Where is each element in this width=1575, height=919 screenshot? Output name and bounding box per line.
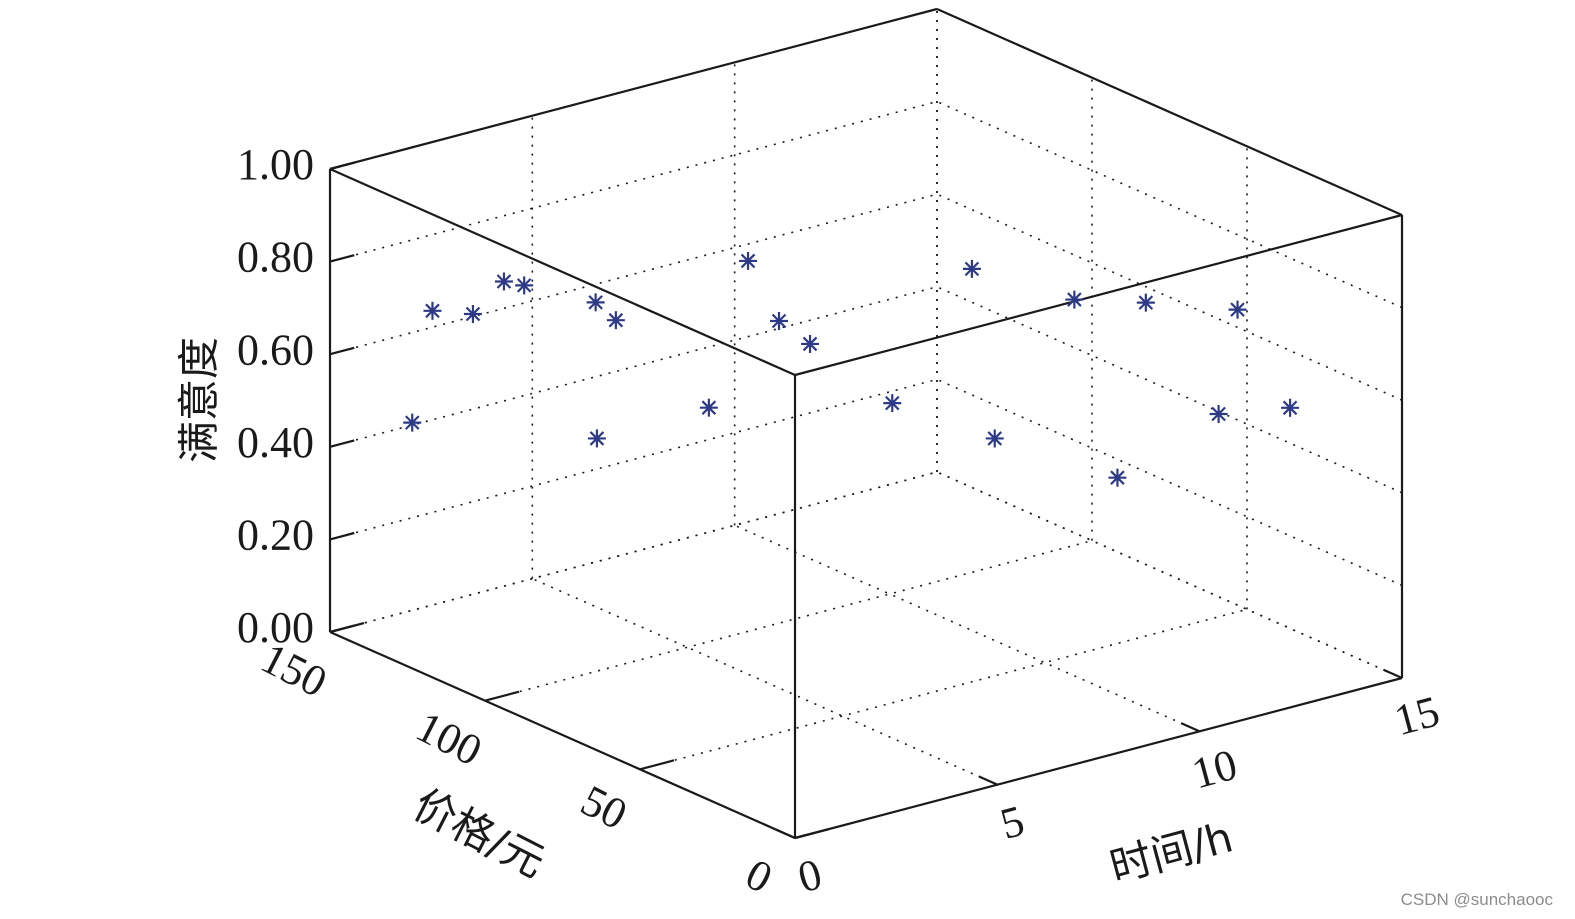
data-point [587,429,606,448]
data-point-stroke [987,431,1003,446]
box-edge [794,213,1403,377]
data-point-stroke [1282,400,1298,416]
y-tick-mark [639,759,675,771]
x-axis-label: 时间/h [1105,812,1238,892]
x-tick-mark [978,775,998,786]
data-point-stroke [771,313,787,329]
grid-line-z-side [936,100,1403,309]
data-point [739,251,758,270]
data-point-stroke [802,336,818,352]
y-tick-mark [484,690,520,702]
z-tick-mark [329,254,355,263]
data-point-stroke [1230,302,1245,317]
y-tick-label: 0 [738,849,780,903]
y-axis-label: 价格/元 [406,780,553,887]
grid-line-z-side [936,378,1403,587]
grid-line-z-back [329,193,938,355]
data-point [463,305,482,324]
data-point-stroke [964,261,980,277]
grid-line-x-floor [532,577,998,786]
data-point [699,398,718,417]
data-point-stroke [589,431,605,446]
data-point-stroke [425,303,440,319]
x-tick-mark [1180,722,1201,733]
data-point-stroke [465,306,481,322]
z-tick-mark [329,346,355,356]
data-point [770,311,789,330]
grid-line-z-side [936,286,1403,494]
z-tick-label: 1.00 [237,140,314,189]
x-tick-label: 15 [1389,686,1444,745]
data-point-stroke [608,312,624,328]
data-point-stroke [404,415,420,430]
data-point [883,394,902,413]
box-edge [329,7,938,171]
z-tick-mark [329,161,355,171]
data-point [985,429,1004,448]
z-tick-label: 0.00 [237,603,314,652]
data-point-stroke [516,278,532,293]
data-point-stroke [740,253,756,269]
data-point [1065,290,1084,309]
axes-box [328,7,1404,840]
grid-line-z-back [329,378,938,541]
box-edge [794,676,1403,840]
x-tick-mark [1382,668,1403,680]
box-edge [936,7,1403,217]
grid-line-y-floor [329,471,938,633]
grid-line-z-back [329,100,938,263]
data-point-stroke [701,400,717,415]
grid-line-y-floor [484,539,1093,702]
z-axis-label: 满意度 [175,337,224,463]
y-tick-label: 100 [408,702,489,776]
grid-line-z-back [329,471,938,633]
z-tick-mark [329,531,355,541]
data-point-stroke [1138,295,1154,310]
data-point [962,259,981,278]
data-points [403,251,1300,487]
watermark: CSDN @sunchaooc [1401,890,1554,909]
data-point [1136,293,1155,312]
box-edge [329,167,796,377]
x-tick-label: 5 [995,796,1029,849]
x-tick-mark [775,828,796,840]
grid-line-z-side [936,193,1403,401]
data-point [1281,398,1300,417]
z-tick-label: 0.60 [237,325,314,374]
y-tick-mark [794,827,830,840]
data-point-stroke [588,295,603,310]
data-point-stroke [1067,292,1082,307]
data-point-stroke [1110,470,1125,485]
z-tick-label: 0.40 [237,418,314,467]
data-point [403,413,422,432]
data-point-stroke [1211,406,1226,422]
z-tick-mark [329,624,355,634]
grid-lines [329,8,1403,839]
z-tick-mark [329,439,355,448]
data-point-stroke [496,274,512,289]
z-tick-label: 0.20 [237,510,314,559]
x-tick-label: 10 [1187,740,1242,799]
grid-line-x-floor [936,471,1403,679]
grid-line-y-floor [639,608,1248,771]
y-tick-label: 50 [573,776,634,840]
data-point [801,334,820,353]
z-tick-label: 0.80 [237,233,314,282]
data-point [423,301,442,320]
data-point-stroke [884,395,900,411]
data-point [606,311,625,330]
grid-line-x-floor [734,524,1200,733]
data-point [1228,300,1247,319]
data-point [494,272,513,291]
data-point [1209,404,1228,423]
data-point [1108,468,1127,487]
grid-line-z-back [329,286,938,448]
data-point [586,293,605,312]
x-tick-label: 0 [793,849,827,902]
box-edge [329,630,796,840]
tick-marks [329,161,1403,840]
data-point [515,276,534,295]
